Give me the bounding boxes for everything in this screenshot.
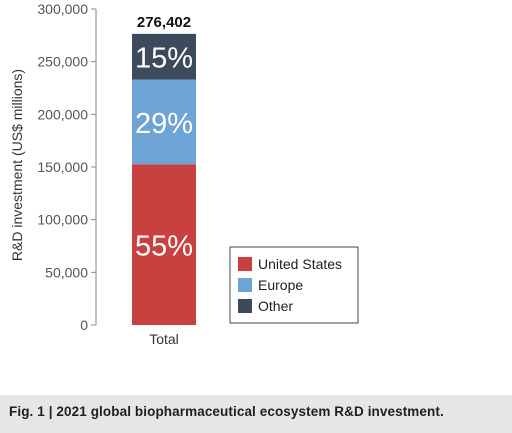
y-tick-label: 250,000: [37, 54, 88, 70]
legend-label: Europe: [258, 277, 303, 293]
y-tick-label: 300,000: [37, 1, 88, 17]
segment-percent-label: 55%: [135, 231, 193, 263]
y-tick-label: 150,000: [37, 159, 88, 175]
bar-segment: [132, 33, 196, 80]
legend-swatch: [238, 278, 252, 292]
segment-percent-label: 15%: [135, 43, 193, 75]
stacked-bar-chart: 0 50,000 100,000 150,000 200,000 250,000 300,0…: [9, 1, 359, 347]
figure-panel: 0 50,000 100,000 150,000 200,000 250,000 300,0…: [9, 1, 359, 347]
bar-segment: [132, 79, 196, 165]
y-tick-label: 0: [80, 317, 88, 333]
y-tick-label: 100,000: [37, 212, 88, 228]
y-axis-title: R&D investment (US$ millions): [9, 69, 25, 261]
legend-swatch: [238, 257, 252, 271]
y-tick-label: 200,000: [37, 106, 88, 122]
segment-percent-label: 29%: [135, 108, 193, 140]
caption-bar: Fig. 1 | 2021 global biopharmaceutical e…: [0, 395, 512, 433]
legend-label: Other: [258, 298, 293, 314]
x-category-label: Total: [149, 331, 179, 347]
bar-total-label: 276,402: [137, 14, 191, 31]
figure-caption: Fig. 1 | 2021 global biopharmaceutical e…: [9, 404, 444, 419]
y-tick-label: 50,000: [45, 264, 88, 280]
bar-segment: [132, 164, 196, 325]
legend-label: United States: [258, 256, 342, 272]
legend-swatch: [238, 299, 252, 313]
